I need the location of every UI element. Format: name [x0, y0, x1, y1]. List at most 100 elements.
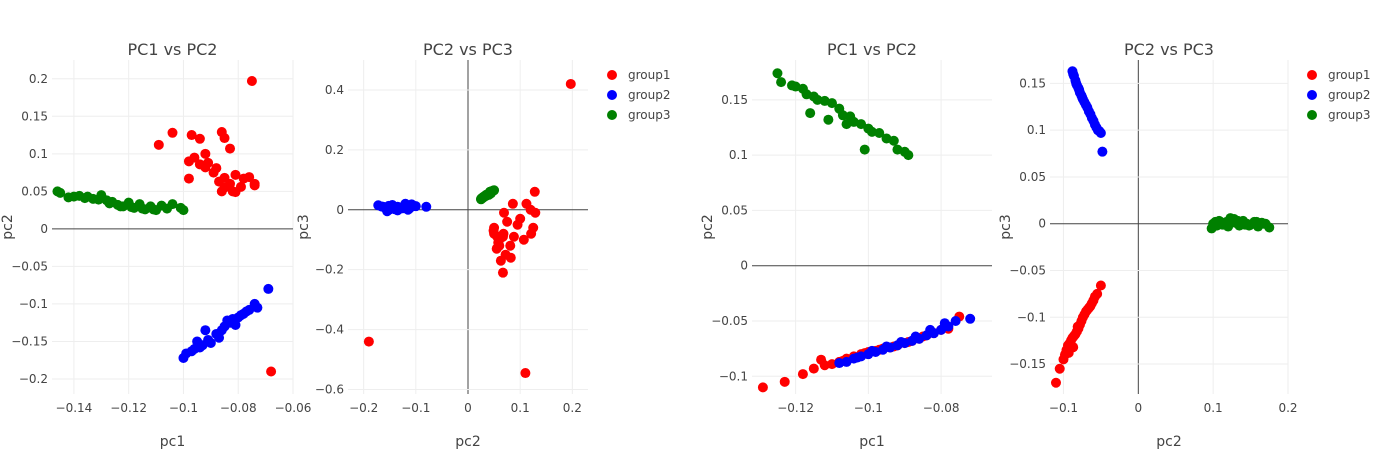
data-point[interactable]: [939, 318, 950, 329]
data-point[interactable]: [1092, 288, 1103, 299]
data-point[interactable]: [183, 156, 194, 167]
data-point[interactable]: [896, 337, 907, 348]
legend-item-group2[interactable]: group2: [607, 88, 671, 102]
data-point[interactable]: [499, 207, 509, 218]
data-point[interactable]: [178, 205, 189, 216]
data-point[interactable]: [834, 358, 845, 369]
data-point[interactable]: [757, 382, 768, 393]
data-point[interactable]: [376, 201, 387, 212]
data-point[interactable]: [183, 173, 194, 184]
data-point[interactable]: [200, 162, 211, 173]
data-point[interactable]: [565, 78, 576, 89]
data-point[interactable]: [68, 191, 79, 202]
legend-item-group3[interactable]: group3: [1307, 108, 1371, 122]
data-point[interactable]: [502, 216, 513, 227]
data-point[interactable]: [148, 204, 159, 215]
data-point[interactable]: [266, 366, 277, 377]
data-point[interactable]: [186, 130, 197, 141]
data-point[interactable]: [200, 148, 211, 159]
data-point[interactable]: [222, 315, 233, 326]
data-point[interactable]: [384, 204, 395, 215]
data-point[interactable]: [808, 363, 819, 374]
data-point[interactable]: [526, 228, 537, 239]
data-point[interactable]: [910, 331, 921, 342]
data-point[interactable]: [408, 200, 419, 211]
data-point[interactable]: [497, 267, 508, 278]
legend-item-group1[interactable]: group1: [1307, 68, 1371, 82]
data-point[interactable]: [214, 332, 225, 343]
data-point[interactable]: [1095, 280, 1106, 291]
data-point[interactable]: [772, 68, 783, 79]
data-point[interactable]: [153, 139, 164, 150]
data-point[interactable]: [505, 252, 516, 263]
data-point[interactable]: [827, 98, 837, 109]
data-point[interactable]: [495, 255, 506, 266]
data-point[interactable]: [230, 319, 241, 330]
data-point[interactable]: [167, 127, 178, 138]
data-point[interactable]: [246, 76, 257, 87]
legend-item-group1[interactable]: group1: [607, 68, 671, 82]
data-point[interactable]: [505, 240, 516, 251]
data-point[interactable]: [189, 343, 200, 354]
data-point[interactable]: [115, 201, 126, 212]
data-point[interactable]: [219, 182, 230, 193]
data-point[interactable]: [881, 341, 892, 352]
data-point[interactable]: [1251, 216, 1262, 227]
data-point[interactable]: [1095, 127, 1106, 138]
data-point[interactable]: [530, 207, 541, 218]
data-point[interactable]: [488, 225, 499, 236]
data-point[interactable]: [797, 369, 808, 380]
data-point[interactable]: [205, 337, 216, 348]
data-point[interactable]: [194, 133, 205, 144]
data-point[interactable]: [508, 231, 519, 242]
data-point[interactable]: [230, 187, 241, 198]
legend-item-group3[interactable]: group3: [607, 108, 671, 122]
data-point[interactable]: [263, 283, 274, 294]
data-point[interactable]: [819, 360, 830, 371]
data-point[interactable]: [1259, 218, 1270, 229]
data-point[interactable]: [518, 234, 529, 245]
data-point[interactable]: [363, 336, 374, 347]
data-point[interactable]: [1054, 363, 1065, 374]
data-point[interactable]: [776, 77, 787, 88]
data-point[interactable]: [823, 114, 834, 125]
data-point[interactable]: [888, 135, 899, 146]
data-point[interactable]: [1050, 377, 1061, 388]
data-point[interactable]: [867, 345, 877, 356]
data-point[interactable]: [230, 169, 241, 180]
data-point[interactable]: [805, 108, 816, 119]
data-point[interactable]: [1240, 219, 1251, 230]
data-point[interactable]: [252, 302, 263, 313]
data-point[interactable]: [494, 234, 505, 245]
data-point[interactable]: [126, 202, 137, 213]
data-point[interactable]: [238, 308, 249, 319]
data-point[interactable]: [520, 368, 531, 379]
data-point[interactable]: [1068, 69, 1079, 80]
data-point[interactable]: [841, 119, 852, 130]
legend-item-group2[interactable]: group2: [1307, 88, 1371, 102]
data-point[interactable]: [79, 193, 90, 204]
data-point[interactable]: [859, 144, 870, 155]
data-point[interactable]: [852, 352, 863, 363]
data-point[interactable]: [167, 199, 178, 210]
data-point[interactable]: [1077, 92, 1088, 103]
data-point[interactable]: [529, 186, 540, 197]
data-point[interactable]: [181, 348, 192, 359]
data-point[interactable]: [779, 376, 790, 387]
data-point[interactable]: [104, 198, 115, 209]
data-point[interactable]: [903, 150, 914, 161]
data-point[interactable]: [1068, 342, 1079, 353]
data-point[interactable]: [491, 243, 502, 254]
data-point[interactable]: [192, 336, 203, 347]
data-point[interactable]: [476, 193, 487, 204]
data-point[interactable]: [225, 143, 236, 154]
data-point[interactable]: [238, 173, 249, 184]
data-point[interactable]: [507, 198, 518, 209]
data-point[interactable]: [950, 316, 961, 327]
data-point[interactable]: [137, 203, 148, 214]
data-point[interactable]: [219, 133, 230, 144]
data-point[interactable]: [1232, 215, 1243, 226]
data-point[interactable]: [512, 219, 523, 230]
data-point[interactable]: [55, 187, 66, 198]
data-point[interactable]: [1074, 84, 1085, 95]
